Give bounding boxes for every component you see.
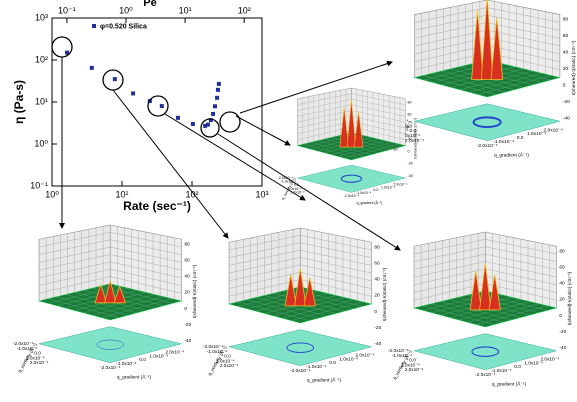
q-gradient-label: q_gradient (Å⁻¹): [356, 200, 382, 205]
plot-frame: [52, 18, 262, 186]
z-tick-label: -20: [563, 99, 570, 105]
z-tick-label: 0: [184, 306, 187, 312]
q-tick-label: 0.0: [514, 364, 521, 370]
q-gradient-label: q_gradient (Å⁻¹): [494, 151, 529, 158]
q-tick-label: 0.0: [517, 135, 524, 141]
z-axis-label: I(sheared)-I(static) (cm⁻¹): [567, 271, 573, 325]
z-tick-label: 60: [408, 113, 412, 117]
y-tick-label: 10³: [35, 12, 48, 22]
x2-tick-label: 10¹: [179, 5, 192, 15]
x-tick-label: 10¹: [115, 189, 128, 199]
q-tick-label: 2.0x10⁻⁴: [544, 127, 563, 133]
y-axis-label: η (Pa-s): [12, 80, 26, 124]
z-tick-label: 40: [559, 281, 565, 287]
z-tick-label: 60: [374, 260, 380, 266]
q-tick-label: -1.0x10⁻⁴: [493, 139, 514, 145]
viscosity-chart: Pe Rate (sec⁻¹) η (Pa-s) 10⁰ 10¹ 10² 10³ 10⁻…: [12, 0, 268, 213]
z-tick-label: 40: [374, 277, 380, 283]
y-tick-label: 10⁻¹: [30, 180, 48, 190]
q-tick-label: 2.0x10⁻⁴: [355, 353, 374, 359]
q-tick-label: 2.0x10⁻⁴: [540, 357, 559, 363]
z-tick-label: 40: [563, 50, 569, 56]
z-tick-label: 80: [559, 248, 565, 254]
data-point: [131, 91, 135, 95]
z-tick-label: 80: [184, 241, 190, 247]
q-tick-label: 0.0: [373, 188, 378, 192]
x-axis-label: Rate (sec⁻¹): [123, 199, 191, 213]
z-tick-label: 0: [559, 313, 562, 319]
z-tick-label: -40: [184, 338, 191, 344]
z-tick-label: -20: [408, 162, 413, 166]
z-tick-label: -20: [559, 329, 566, 335]
data-point: [215, 96, 219, 100]
z-tick-label: 80: [408, 100, 412, 104]
surface-panel: 80 60 40 20 0 -20 -40 I(sheared)-I(static) (cm⁻…: [388, 232, 573, 387]
q-gradient-label: q_gradient (Å⁻¹): [117, 373, 152, 380]
legend-label: φ=0.520 Silica: [100, 23, 147, 30]
data-point: [113, 77, 117, 81]
q-tick-label: -1.0x10⁻⁴: [356, 191, 372, 195]
z-tick-label: 40: [408, 125, 412, 129]
data-point: [206, 123, 210, 127]
z-tick-label: 60: [563, 33, 569, 39]
q-tick-label: 2.0x10⁻⁴: [405, 367, 424, 373]
x-tick-label: 10³: [255, 189, 268, 199]
q-tick-label: 0.0: [139, 357, 146, 363]
q-tick-label: -1.0x10⁻⁴: [116, 361, 136, 367]
y-tick-label: 10¹: [35, 96, 48, 106]
figure: 80 60 40 20 0 -20 -40 I(sheared)-I(static) (cm⁻…: [0, 0, 577, 402]
z-tick-label: 40: [184, 274, 190, 280]
legend-swatch: [92, 24, 96, 28]
z-tick-label: 20: [184, 290, 190, 296]
y-tick-label: 10⁰: [34, 138, 48, 148]
q-tick-label: 2.0x10⁻⁴: [220, 363, 239, 369]
data-point: [160, 104, 164, 108]
x-tick-label: 10⁰: [45, 189, 59, 199]
z-tick-label: 20: [559, 297, 565, 303]
z-axis-label: I(sheared)-I(static) (cm⁻¹): [413, 118, 417, 159]
z-tick-label: 20: [563, 66, 569, 72]
z-tick-label: 0: [408, 149, 410, 153]
q-tick-label: 0.0: [329, 360, 336, 366]
data-point: [217, 82, 221, 86]
x2-tick-label: 10⁻¹: [58, 5, 76, 15]
data-point: [176, 116, 180, 120]
z-tick-label: -40: [408, 174, 413, 178]
z-tick-label: -40: [374, 341, 381, 347]
data-point: [90, 66, 94, 70]
q-tick-label: -1.0x10⁻⁴: [491, 368, 511, 374]
q-tick-label: 2.0x10⁻⁴: [393, 182, 408, 186]
x2-tick-label: 10⁰: [119, 5, 133, 15]
z-tick-label: 20: [374, 293, 380, 299]
x2-tick-label: 10²: [238, 5, 251, 15]
z-tick-label: -40: [563, 116, 570, 122]
z-axis-label: I(sheared)-I(static) (cm⁻¹): [571, 40, 577, 95]
x2-axis-label: Pe: [143, 0, 156, 9]
data-point: [216, 88, 220, 92]
z-tick-label: 20: [408, 137, 412, 141]
z-tick-label: -20: [184, 322, 191, 328]
q-tick-label: 2.0x10⁻⁴: [165, 350, 184, 356]
z-axis-label: I(sheared)-I(static) (cm⁻¹): [382, 267, 388, 321]
surface-panel: 80 60 40 20 0 -20 -40 I(sheared)-I(static) (cm⁻…: [203, 228, 388, 383]
surface-panel: 80 60 40 20 0 -20 -40 I(sheared)-I(static) (cm⁻…: [278, 88, 418, 205]
z-axis-label: I(sheared)-I(static) (cm⁻¹): [192, 264, 198, 318]
z-tick-label: -40: [559, 345, 566, 351]
z-tick-label: 80: [563, 17, 569, 23]
q-gradient-label: q_gradient (Å⁻¹): [307, 376, 342, 383]
z-tick-label: -20: [374, 325, 381, 331]
data-point: [191, 122, 195, 126]
q-gradient-label: q_gradient (Å⁻¹): [492, 380, 527, 387]
data-point: [211, 112, 215, 116]
y-tick-label: 10²: [35, 54, 48, 64]
z-tick-label: 60: [184, 257, 190, 263]
q-tick-label: 2.0x10⁻⁴: [30, 360, 49, 366]
q-tick-label: -1.0x10⁻⁴: [306, 364, 326, 370]
z-tick-label: 80: [374, 244, 380, 250]
z-tick-label: 0: [374, 309, 377, 315]
data-point: [213, 104, 217, 108]
z-tick-label: 0: [563, 83, 566, 89]
z-tick-label: 60: [559, 264, 565, 270]
surface-panel: 80 60 40 20 0 -20 -40 I(sheared)-I(static) (cm⁻…: [13, 225, 198, 380]
